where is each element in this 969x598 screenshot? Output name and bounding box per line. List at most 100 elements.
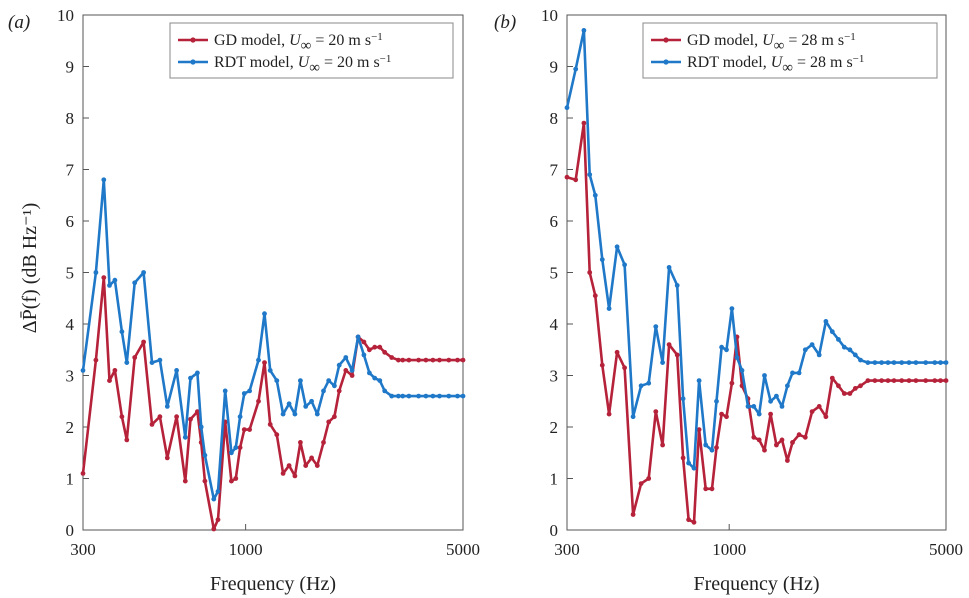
y-axis-label: ΔP̄(f) (dB Hz⁻¹) [19, 203, 41, 334]
data-point [377, 378, 383, 383]
y-tick-label: 2 [550, 418, 559, 437]
data-point [768, 398, 773, 404]
data-point [280, 411, 286, 417]
data-point [233, 476, 239, 481]
data-point [745, 404, 751, 409]
data-point [423, 357, 429, 363]
y-tick-label: 7 [550, 161, 559, 180]
data-point [292, 411, 298, 417]
y-tick-label: 6 [66, 212, 75, 231]
data-point [182, 478, 188, 484]
data-point [599, 362, 605, 368]
y-tick-label: 9 [550, 58, 559, 77]
data-point [599, 257, 605, 262]
data-point [709, 447, 715, 453]
data-point [785, 458, 790, 463]
data-point [202, 452, 208, 458]
data-point [157, 414, 163, 420]
data-point [906, 360, 912, 365]
data-point [729, 380, 735, 386]
data-point [215, 489, 221, 494]
data-point [343, 355, 349, 360]
y-tick-label: 5 [550, 264, 559, 283]
data-point [430, 393, 436, 399]
data-point [885, 378, 891, 383]
data-point [913, 360, 919, 365]
data-point [349, 373, 355, 378]
data-point [885, 360, 891, 365]
data-point [691, 519, 697, 525]
x-tick-label: 300 [554, 540, 580, 559]
data-point [666, 265, 672, 270]
data-point [361, 352, 367, 358]
data-point [816, 352, 822, 358]
y-tick-label: 10 [57, 6, 74, 25]
data-point [119, 329, 125, 335]
y-tick-label: 6 [550, 212, 559, 231]
data-point [756, 437, 762, 443]
data-point [852, 352, 858, 358]
data-point [361, 339, 367, 345]
data-point [674, 283, 680, 288]
data-point [587, 270, 593, 275]
y-tick-label: 1 [550, 470, 559, 489]
data-point [847, 347, 853, 353]
data-point [816, 404, 822, 409]
data-point [336, 388, 342, 394]
data-point [372, 344, 378, 350]
data-point [107, 283, 112, 288]
data-point [724, 414, 729, 420]
data-point [858, 357, 863, 363]
data-point [923, 378, 929, 383]
data-point [923, 360, 929, 365]
data-point [872, 360, 878, 365]
x-axis-label: Frequency (Hz) [210, 573, 336, 595]
data-point [841, 391, 847, 396]
data-point [756, 411, 762, 417]
data-point [406, 393, 412, 399]
data-point [774, 393, 779, 399]
data-point [132, 355, 138, 360]
data-point [455, 393, 460, 399]
panel-label: (b) [494, 12, 516, 33]
data-point [899, 378, 905, 383]
data-point [841, 344, 847, 350]
data-point [314, 411, 320, 417]
data-point [119, 414, 125, 420]
y-tick-label: 10 [541, 6, 558, 25]
y-tick-label: 1 [66, 470, 75, 489]
y-tick-label: 4 [550, 315, 559, 334]
data-point [229, 450, 234, 456]
data-point [734, 355, 740, 360]
data-point [606, 411, 612, 417]
data-point [188, 375, 193, 381]
data-point [372, 375, 378, 381]
data-point [646, 380, 652, 386]
data-point [714, 445, 719, 450]
data-point [739, 368, 745, 373]
series-line [81, 178, 463, 501]
data-point [638, 481, 644, 486]
data-point [164, 404, 170, 409]
data-point [396, 393, 401, 399]
data-point [564, 105, 570, 111]
data-point [836, 383, 841, 389]
data-point [149, 422, 155, 427]
data-point [141, 339, 147, 345]
data-point [809, 342, 815, 347]
data-point [587, 172, 593, 178]
data-point [779, 437, 785, 443]
data-point [564, 174, 570, 180]
data-point [879, 360, 884, 365]
data-point [298, 378, 303, 383]
data-point [899, 360, 905, 365]
data-point [149, 360, 155, 365]
data-point [382, 388, 388, 394]
data-point [872, 378, 878, 383]
data-point [581, 120, 587, 126]
data-point [400, 393, 406, 399]
data-point [751, 404, 757, 409]
data-point [606, 306, 612, 311]
data-point [719, 411, 724, 417]
data-point [790, 440, 795, 445]
